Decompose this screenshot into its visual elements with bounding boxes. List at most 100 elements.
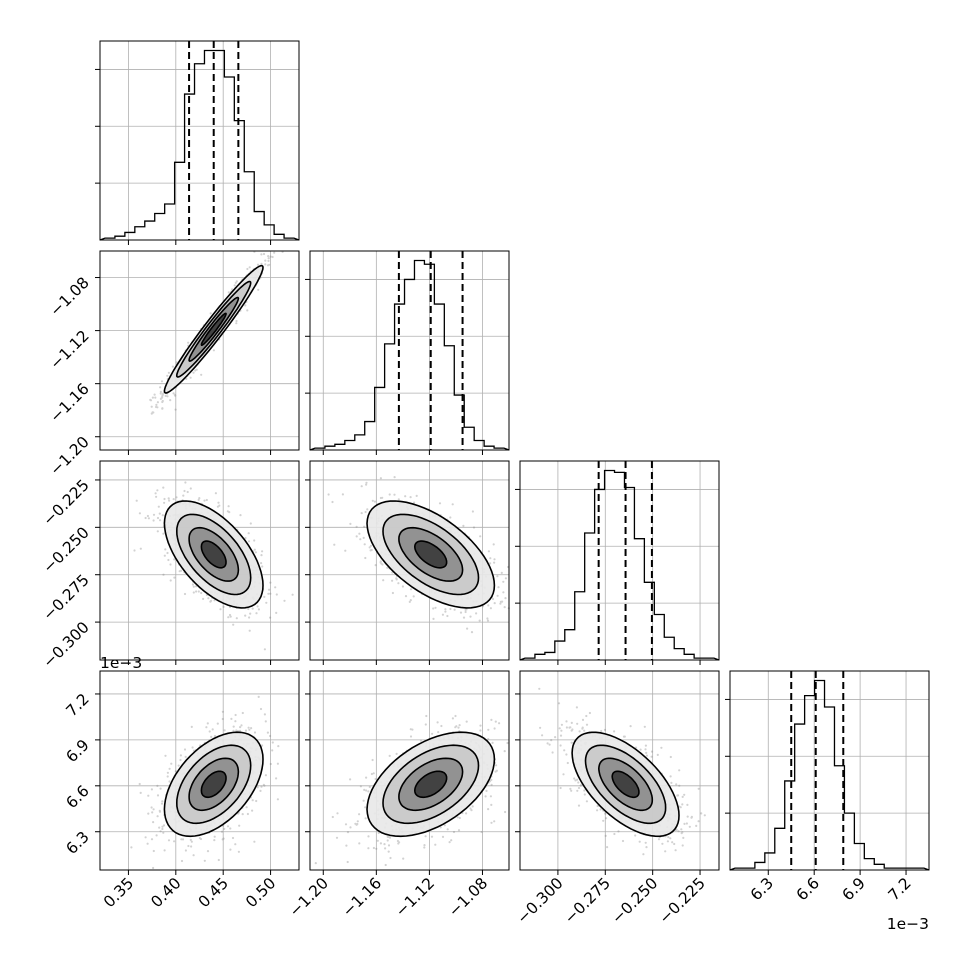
sample-point: [275, 777, 278, 780]
sample-point: [604, 812, 607, 815]
sample-point: [494, 720, 497, 723]
sample-point: [506, 741, 509, 745]
sample-point: [167, 371, 170, 374]
sample-point: [581, 718, 585, 722]
sample-point: [161, 407, 164, 410]
sample-point: [379, 842, 382, 845]
sample-point: [504, 577, 507, 580]
sample-point: [356, 822, 359, 826]
sample-point: [371, 758, 374, 762]
sample-point: [431, 732, 434, 735]
sample-point: [271, 741, 274, 744]
panel-frame: [309, 460, 510, 661]
sample-point: [276, 762, 279, 765]
sample-point: [275, 611, 278, 615]
sample-point: [187, 341, 190, 344]
sample-point: [349, 778, 352, 781]
sample-point: [257, 695, 260, 699]
sample-point: [167, 839, 171, 842]
sample-point: [546, 742, 549, 745]
sample-point: [437, 731, 440, 734]
sample-point: [645, 751, 648, 755]
sample-point: [409, 496, 412, 499]
sample-point: [159, 390, 162, 393]
sample-point: [264, 720, 267, 723]
sample-point: [212, 349, 215, 352]
sample-point: [159, 386, 162, 389]
sample-point: [191, 583, 194, 586]
contour-line: [175, 280, 252, 378]
sample-point: [271, 749, 274, 752]
sample-point: [247, 726, 250, 729]
sample-point: [680, 832, 683, 835]
sample-point: [493, 602, 496, 605]
sample-point: [166, 374, 169, 377]
sample-point: [276, 798, 279, 801]
sample-point: [159, 519, 162, 522]
sample-point: [373, 500, 376, 503]
sample-point: [504, 810, 507, 814]
sample-point: [493, 727, 496, 730]
sample-point: [425, 714, 428, 718]
sample-point: [264, 263, 267, 266]
sample-point: [161, 394, 164, 397]
sample-point: [675, 828, 678, 832]
sample-point: [160, 396, 163, 399]
sample-point: [264, 259, 267, 262]
sample-point: [246, 309, 249, 312]
contour-line: [382, 744, 480, 825]
sample-point: [384, 847, 387, 850]
sample-point: [174, 408, 177, 411]
sample-point: [169, 399, 172, 402]
sample-point: [554, 736, 557, 739]
sample-point: [167, 558, 170, 562]
scatter-panel-3-2: [519, 670, 720, 871]
sample-point: [211, 728, 214, 731]
sample-point: [585, 714, 588, 718]
sample-point: [255, 612, 258, 615]
sample-point: [370, 548, 373, 552]
sample-point: [138, 782, 141, 786]
sample-point: [277, 745, 280, 748]
sample-point: [235, 322, 238, 325]
sample-point: [462, 524, 465, 528]
sample-point: [685, 822, 689, 825]
sample-point: [244, 536, 247, 540]
sample-point: [274, 586, 277, 589]
sample-point: [490, 803, 493, 807]
sample-point: [190, 725, 193, 729]
sample-point: [190, 845, 193, 848]
sample-point: [262, 252, 266, 256]
sample-point: [260, 262, 263, 265]
sample-point: [354, 822, 357, 825]
sample-point: [358, 842, 361, 845]
sample-point: [164, 394, 167, 397]
sample-point: [374, 564, 377, 567]
sample-point: [349, 522, 352, 526]
sample-point: [387, 850, 390, 853]
sample-point: [146, 842, 149, 845]
scatter-panel-2-0: [99, 460, 300, 661]
sample-point: [179, 758, 182, 762]
sample-point: [345, 844, 348, 847]
sample-point: [386, 566, 389, 569]
sample-point: [387, 835, 391, 839]
sample-point: [219, 608, 222, 611]
sample-point: [487, 808, 490, 811]
sample-point: [408, 600, 411, 604]
sample-point: [249, 522, 252, 525]
sample-point: [155, 834, 158, 837]
sample-point: [253, 840, 256, 843]
sample-point: [161, 514, 164, 517]
sample-point: [158, 810, 162, 813]
sample-point: [248, 616, 251, 619]
sample-point: [146, 514, 149, 518]
sample-point: [443, 824, 446, 827]
contour-line: [200, 312, 227, 346]
sample-point: [470, 631, 474, 634]
sample-point: [446, 614, 449, 618]
sample-point: [409, 588, 413, 591]
sample-point: [194, 369, 197, 372]
sample-point: [464, 608, 467, 612]
sample-point: [172, 498, 175, 501]
